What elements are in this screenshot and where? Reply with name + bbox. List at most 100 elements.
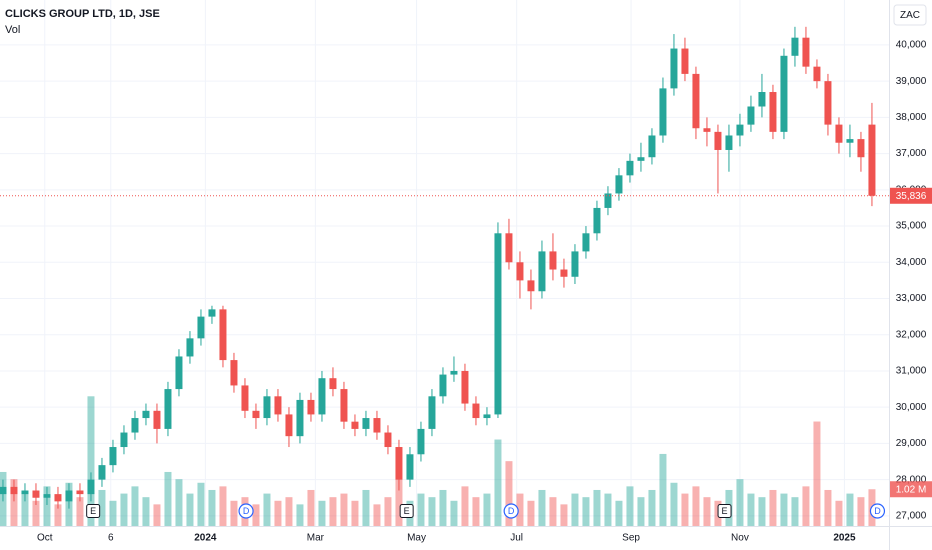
dividend-label: D — [508, 506, 515, 516]
candle-body — [604, 193, 612, 208]
candle-body — [43, 494, 51, 498]
candle-body — [395, 447, 403, 480]
candle-layer — [0, 26, 876, 509]
volume-bar — [395, 479, 403, 526]
candle-body — [626, 160, 634, 176]
volume-bar — [32, 500, 40, 526]
y-tick-label: 34,000 — [896, 257, 927, 268]
volume-bar — [582, 497, 590, 526]
candle-body — [175, 356, 183, 390]
candle-body — [32, 490, 40, 498]
y-tick-label: 40,000 — [896, 40, 927, 51]
volume-bar — [538, 489, 546, 526]
candle-body — [241, 385, 249, 411]
candle-body — [780, 55, 788, 132]
volume-bar — [703, 497, 711, 526]
candle-body — [142, 410, 150, 419]
volume-bar — [626, 486, 634, 526]
candle-body — [725, 135, 733, 150]
x-tick-label: Jul — [510, 533, 523, 544]
earnings-label: E — [722, 506, 728, 516]
candle-body — [230, 360, 238, 386]
candle-body — [615, 175, 623, 194]
x-tick-label: 6 — [108, 533, 114, 544]
volume-bar — [450, 500, 458, 526]
volume-bar — [43, 486, 51, 526]
candle-body — [219, 309, 227, 361]
candle-body — [120, 432, 128, 448]
earnings-marker[interactable] — [717, 504, 732, 518]
candle-body — [670, 48, 678, 89]
y-tick-label: 28,000 — [896, 474, 927, 485]
volume-bar — [692, 486, 700, 526]
candle-body — [351, 421, 359, 429]
candle-body — [296, 399, 304, 437]
y-tick-label: 30,000 — [896, 402, 927, 413]
candle-body — [857, 139, 865, 158]
volume-bar — [637, 497, 645, 526]
dividend-label: D — [243, 506, 250, 516]
currency-box[interactable] — [893, 4, 927, 26]
volume-bar — [571, 493, 579, 526]
grid-layer — [0, 0, 889, 526]
candle-body — [813, 66, 821, 82]
volume-bar — [373, 504, 381, 526]
candle-body — [560, 269, 568, 277]
volume-bar — [21, 493, 29, 526]
dividend-marker[interactable] — [869, 503, 886, 519]
volume-bar — [307, 489, 315, 526]
volume-bar — [846, 493, 854, 526]
candle-body — [153, 410, 161, 429]
candle-body — [87, 479, 95, 495]
currency-label[interactable]: ZAC — [900, 10, 920, 21]
candle-body — [714, 131, 722, 150]
x-tick-label: Mar — [307, 533, 325, 544]
x-tick-label: May — [407, 533, 426, 544]
candle-body — [769, 92, 777, 132]
volume-bar — [54, 504, 62, 526]
volume-bar — [824, 489, 832, 526]
chart-title: CLICKS GROUP LTD, 1D, JSE — [5, 8, 160, 20]
candle-body — [76, 490, 84, 495]
dividend-marker[interactable] — [503, 503, 519, 519]
volume-bar — [549, 497, 557, 526]
dividend-marker[interactable] — [238, 503, 254, 519]
candle-body — [483, 414, 491, 419]
candle-body — [384, 432, 392, 448]
volume-bar — [747, 493, 755, 526]
volume-bar — [153, 504, 161, 526]
candle-body — [252, 410, 260, 419]
candle-body — [109, 447, 117, 466]
volume-label: Vol — [5, 24, 20, 36]
x-tick-label: Nov — [731, 533, 749, 544]
volume-bar — [76, 497, 84, 526]
candle-body — [571, 251, 579, 277]
volume-bar — [736, 479, 744, 526]
volume-bar — [87, 396, 95, 526]
volume-bar — [142, 497, 150, 526]
volume-bar — [791, 497, 799, 526]
candle-body — [538, 251, 546, 292]
y-tick-label: 33,000 — [896, 293, 927, 304]
candle-body — [516, 262, 524, 281]
x-tick-label: 2024 — [194, 533, 217, 544]
candle-body — [439, 374, 447, 397]
candle-body — [318, 378, 326, 415]
earnings-marker[interactable] — [86, 504, 101, 518]
candle-body — [197, 316, 205, 339]
volume-bar — [120, 493, 128, 526]
earnings-marker[interactable] — [399, 504, 414, 518]
candle-body — [329, 378, 337, 390]
volume-bar — [670, 482, 678, 526]
x-tick-label: Oct — [37, 533, 53, 544]
candle-body — [274, 396, 282, 415]
volume-bar — [769, 489, 777, 526]
candle-body — [505, 233, 513, 263]
candle-body — [428, 396, 436, 429]
candle-body — [21, 490, 29, 495]
volume-bar — [197, 482, 205, 526]
candle-body — [637, 157, 645, 161]
volume-bar — [802, 486, 810, 526]
